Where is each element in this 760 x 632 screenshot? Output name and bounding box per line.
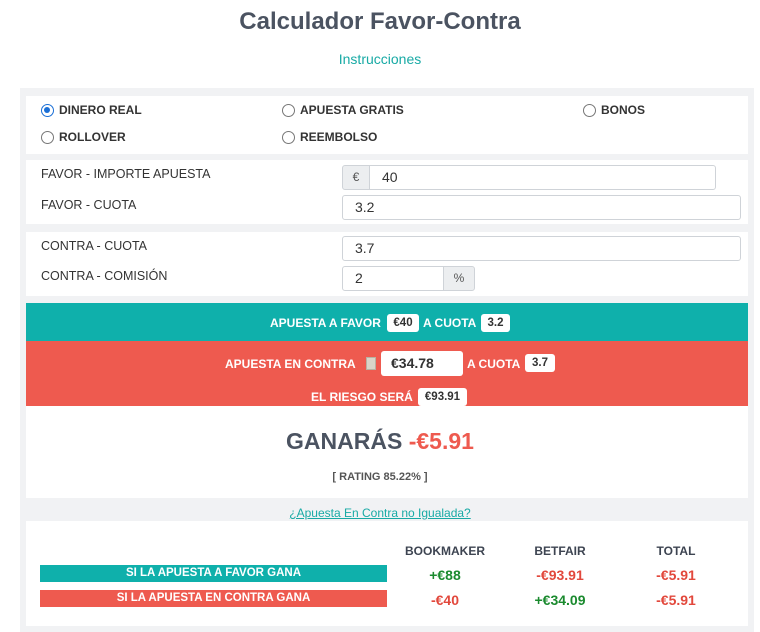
mode-radio-bonos[interactable]: BONOS <box>583 103 645 117</box>
copy-icon[interactable] <box>366 357 376 370</box>
mode-selector: DINERO REAL APUESTA GRATIS BONOS ROLLOVE… <box>26 96 748 154</box>
radio-selected-icon <box>41 103 54 117</box>
result-headline: GANARÁS -€5.91 <box>0 428 760 455</box>
at-odds-text: A CUOTA <box>423 316 477 330</box>
col-header-betfair: BETFAIR <box>534 544 586 558</box>
result-section <box>26 406 748 498</box>
contra-odds-label: CONTRA - CUOTA <box>41 239 148 253</box>
mode-radio-apuesta-gratis[interactable]: APUESTA GRATIS <box>282 103 404 117</box>
cell-favor-total: -€5.91 <box>656 567 696 583</box>
rating-text: [ RATING 85.22% ] <box>332 471 428 483</box>
favor-section: FAVOR - IMPORTE APUESTA € 40 FAVOR - CUO… <box>26 160 748 224</box>
contra-commission-label: CONTRA - COMISIÓN <box>41 269 168 283</box>
row-label-favor-wins: SI LA APUESTA A FAVOR GANA <box>40 565 387 582</box>
mode-radio-rollover[interactable]: ROLLOVER <box>41 130 126 144</box>
contra-section: CONTRA - CUOTA 3.7 CONTRA - COMISIÓN 2 % <box>26 232 748 296</box>
contra-odds-input[interactable]: 3.7 <box>342 236 741 261</box>
unmatched-bet-link[interactable]: ¿Apuesta En Contra no Igualada? <box>289 506 471 520</box>
radio-unselected-icon <box>282 103 295 117</box>
mode-label: DINERO REAL <box>59 103 142 117</box>
favor-odds-pill: 3.2 <box>481 314 510 332</box>
col-header-total: TOTAL <box>656 544 696 558</box>
mode-label: BONOS <box>601 103 646 117</box>
contra-amount-pill: €34.78 <box>381 351 463 376</box>
favor-odds-label: FAVOR - CUOTA <box>41 198 137 212</box>
percent-addon: % <box>443 266 475 291</box>
win-value: -€5.91 <box>408 428 474 454</box>
favor-odds-input[interactable]: 3.2 <box>342 195 741 220</box>
risk-amount-pill: €93.91 <box>418 388 467 406</box>
contra-summary-text: APUESTA EN CONTRA <box>225 357 356 371</box>
instructions-link[interactable]: Instrucciones <box>338 51 422 67</box>
mode-label: ROLLOVER <box>59 130 126 144</box>
cell-contra-bookmaker: -€40 <box>430 592 460 608</box>
radio-unselected-icon <box>282 130 295 144</box>
mode-label: APUESTA GRATIS <box>300 103 404 117</box>
contra-commission-input[interactable]: 2 <box>342 266 444 291</box>
mode-label: REEMBOLSO <box>300 130 378 144</box>
contra-odds-pill: 3.7 <box>525 354 555 372</box>
favor-summary-text: APUESTA A FAVOR <box>270 316 381 330</box>
cell-favor-betfair: -€93.91 <box>536 567 584 583</box>
favor-amount-label: FAVOR - IMPORTE APUESTA <box>41 167 211 181</box>
row-label-contra-wins: SI LA APUESTA EN CONTRA GANA <box>40 590 387 607</box>
mode-radio-dinero-real[interactable]: DINERO REAL <box>41 103 142 117</box>
cell-contra-betfair: +€34.09 <box>534 592 586 608</box>
favor-amount-input[interactable]: 40 <box>369 165 716 190</box>
win-label: GANARÁS <box>286 428 403 454</box>
risk-text: EL RIESGO SERÁ <box>311 390 413 404</box>
favor-amount-pill: €40 <box>387 314 419 332</box>
radio-unselected-icon <box>41 130 54 144</box>
cell-contra-total: -€5.91 <box>656 592 696 608</box>
radio-unselected-icon <box>583 103 596 117</box>
currency-addon: € <box>342 165 370 190</box>
cell-favor-bookmaker: +€88 <box>429 567 461 583</box>
contra-at-odds-text: A CUOTA <box>467 357 521 371</box>
col-header-bookmaker: BOOKMAKER <box>405 544 485 558</box>
page-title: Calculador Favor-Contra <box>239 8 521 35</box>
mode-radio-reembolso[interactable]: REEMBOLSO <box>282 130 377 144</box>
